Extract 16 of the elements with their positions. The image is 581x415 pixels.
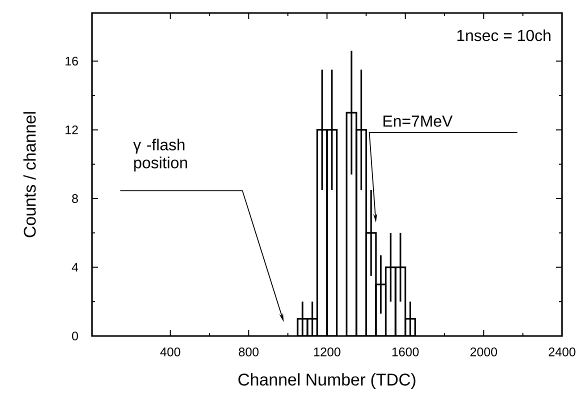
x-tick-label: 1200 xyxy=(314,348,340,356)
x-tick-label: 400 xyxy=(160,348,180,356)
y-tick-label: 4 xyxy=(72,262,78,272)
y-tick-label: 16 xyxy=(66,56,78,66)
annotation: 1nsec = 10ch xyxy=(457,29,550,42)
annotation: γ -flash position xyxy=(133,138,188,172)
x-axis-title: Channel Number (TDC) xyxy=(238,373,416,389)
y-axis-title: Counts / channel xyxy=(23,112,36,238)
y-tick-label: 12 xyxy=(66,125,78,134)
x-tick-label: 1600 xyxy=(392,348,419,356)
x-tick-label: 2400 xyxy=(548,348,576,356)
x-tick-label: 2000 xyxy=(470,348,498,356)
y-tick-label: 0 xyxy=(72,332,78,340)
annotation: En=7MeV xyxy=(384,116,453,127)
x-tick-label: 800 xyxy=(238,348,259,356)
y-tick-label: 8 xyxy=(72,194,78,203)
